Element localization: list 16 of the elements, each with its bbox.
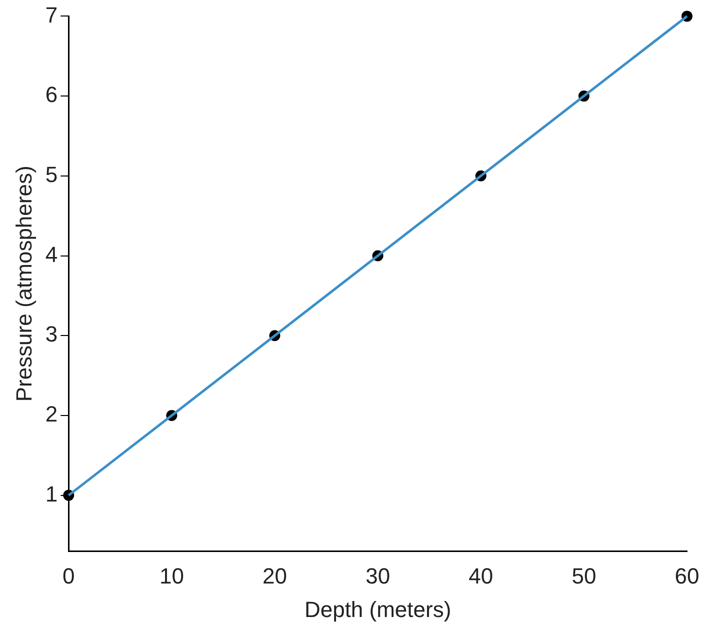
y-axis-title: Pressure (atmospheres) <box>11 166 36 402</box>
y-tick-label: 3 <box>45 322 58 347</box>
y-tick-label: 5 <box>45 162 58 187</box>
y-tick-label: 4 <box>45 242 58 267</box>
y-tick-label: 7 <box>45 2 58 28</box>
x-tick-label: 0 <box>62 563 75 588</box>
y-tick-label: 2 <box>45 402 58 427</box>
y-tick-label: 1 <box>45 481 58 506</box>
x-tick-label: 10 <box>159 563 184 588</box>
x-tick-label: 40 <box>468 563 494 588</box>
x-tick-label: 20 <box>262 563 287 588</box>
x-tick-label: 60 <box>674 563 700 588</box>
y-tick-label: 6 <box>45 82 58 108</box>
x-tick-label: 50 <box>572 563 596 588</box>
x-tick-label: 30 <box>366 563 390 588</box>
x-axis-title: Depth (meters) <box>304 596 452 622</box>
